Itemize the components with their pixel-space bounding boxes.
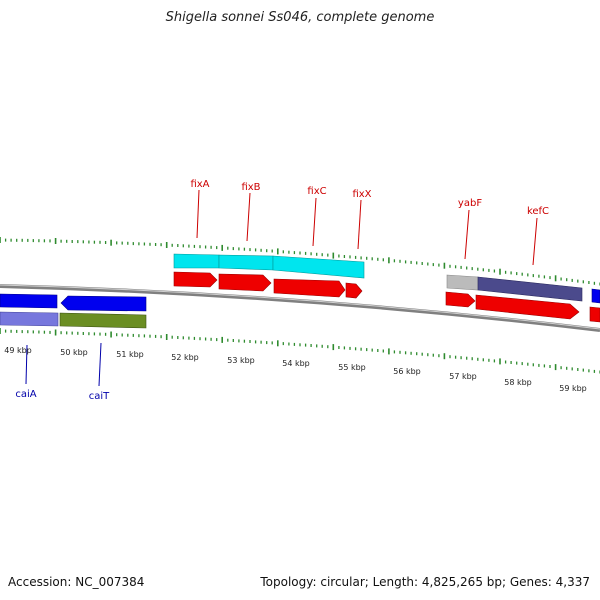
gene-arrow-yabF[interactable] <box>445 291 476 308</box>
gene-arrow-right-edge[interactable] <box>589 306 600 323</box>
gene-bar-caiT-olive[interactable] <box>59 312 147 329</box>
scale-label-55kbp: 55 kbp <box>338 363 366 372</box>
gene-bar-caiA-lavender[interactable] <box>0 311 59 327</box>
gene-bar-right-edge-blue[interactable] <box>591 288 600 304</box>
scale-label-54kbp: 54 kbp <box>282 359 310 368</box>
genome-backbone-highlight <box>0 284 600 330</box>
gene-bar-fixC-cyan[interactable] <box>272 255 365 279</box>
leader-fixA <box>196 189 200 239</box>
gene-label-caiT[interactable]: caiT <box>89 391 110 402</box>
scale-label-59kbp: 59 kbp <box>559 384 587 393</box>
gene-bar-kefC-purple[interactable] <box>477 276 583 302</box>
gene-arrow-kefC[interactable] <box>475 294 580 320</box>
gene-arrow-fixX[interactable] <box>345 282 363 299</box>
scale-label-57kbp: 57 kbp <box>449 372 477 381</box>
gene-label-fixA[interactable]: fixA <box>190 179 209 190</box>
leader-caiT <box>98 342 102 387</box>
scale-label-52kbp: 52 kbp <box>171 353 199 362</box>
gene-label-kefC[interactable]: kefC <box>527 206 549 217</box>
gene-arrow-fixC[interactable] <box>273 278 346 298</box>
gene-label-yabF[interactable]: yabF <box>458 198 482 209</box>
scale-label-51kbp: 51 kbp <box>116 350 144 359</box>
gene-label-fixX[interactable]: fixX <box>352 189 371 200</box>
leader-fixB <box>246 192 251 242</box>
genome-backbone <box>0 284 600 332</box>
leader-fixX <box>357 199 362 250</box>
gene-arrow-fixB[interactable] <box>218 273 272 292</box>
leader-fixC <box>312 197 317 247</box>
gene-arrow-caiT[interactable] <box>60 295 147 312</box>
gene-bar-yabF-grey[interactable] <box>446 274 479 291</box>
map-title: Shigella sonnei Ss046, complete genome <box>165 10 435 25</box>
scale-label-53kbp: 53 kbp <box>227 356 255 365</box>
scale-label-58kbp: 58 kbp <box>504 378 532 387</box>
leader-caiA <box>25 344 28 385</box>
genome-stats-label: Topology: circular; Length: 4,825,265 bp… <box>260 575 590 589</box>
gene-label-fixB[interactable]: fixB <box>241 182 260 193</box>
gene-arrow-caiA[interactable] <box>0 293 58 309</box>
gene-bar-fixB-cyan[interactable] <box>218 254 274 271</box>
leader-yabF <box>464 209 470 260</box>
inner-tick-ring <box>0 328 600 374</box>
gene-label-caiA[interactable]: caiA <box>15 389 36 400</box>
gene-label-fixC[interactable]: fixC <box>307 186 326 197</box>
scale-label-49kbp: 49 kbp <box>4 346 32 355</box>
accession-label: Accession: NC_007384 <box>8 575 145 589</box>
scale-label-50kbp: 50 kbp <box>60 348 88 357</box>
gene-bar-fixA-cyan[interactable] <box>173 253 220 269</box>
outer-tick-ring <box>0 237 600 286</box>
leader-kefC <box>532 217 538 266</box>
scale-label-56kbp: 56 kbp <box>393 367 421 376</box>
gene-arrow-fixA[interactable] <box>173 271 218 288</box>
